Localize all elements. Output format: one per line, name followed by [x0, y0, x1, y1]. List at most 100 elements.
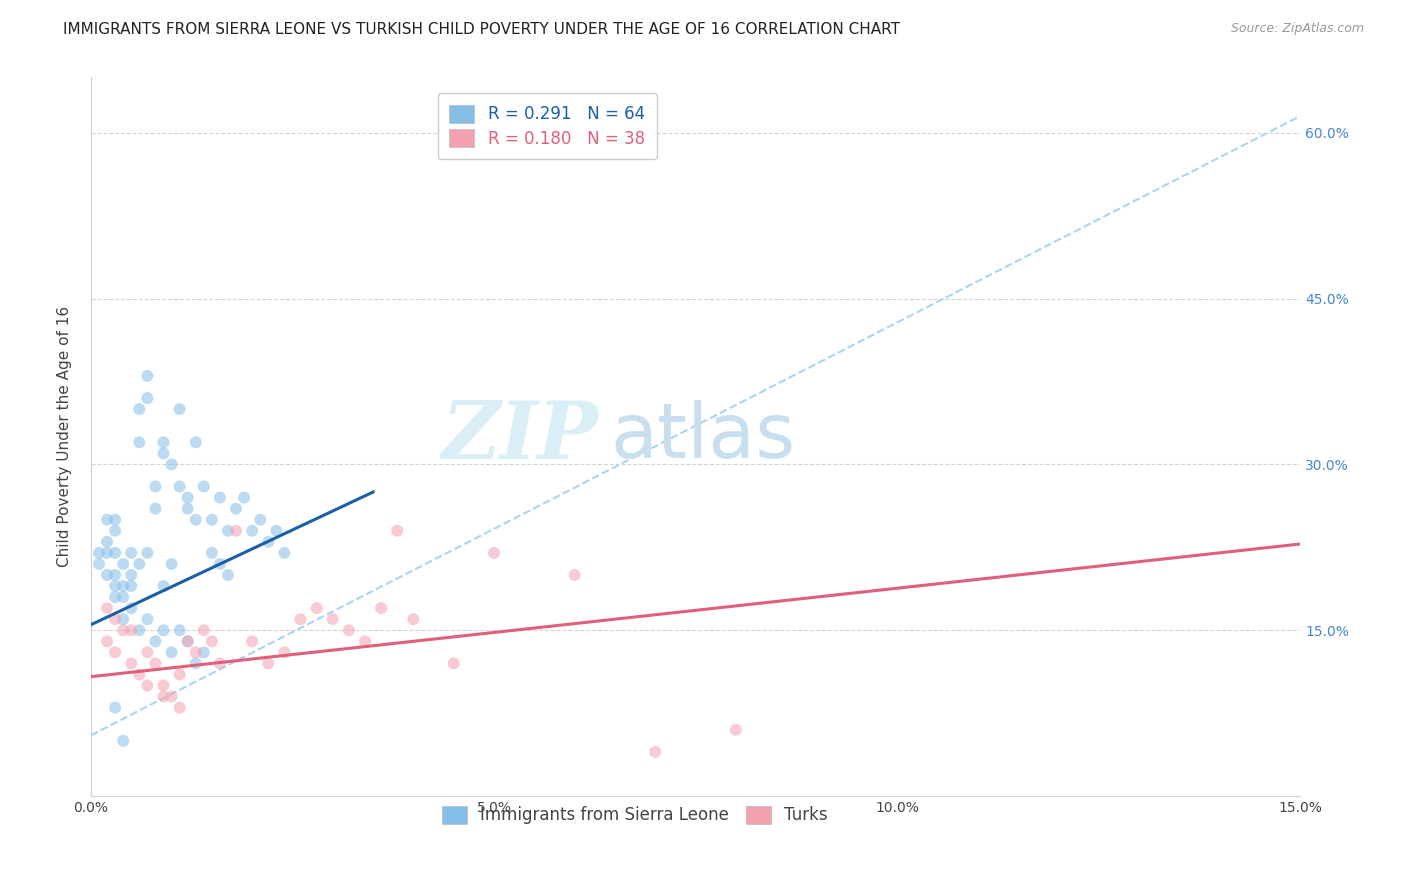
Point — [193, 645, 215, 659]
Point — [176, 634, 198, 648]
Point — [644, 745, 666, 759]
Point — [160, 458, 183, 472]
Point — [724, 723, 747, 737]
Point — [176, 634, 198, 648]
Point — [402, 612, 425, 626]
Point — [112, 557, 135, 571]
Point — [169, 479, 191, 493]
Point — [136, 391, 159, 405]
Point — [225, 524, 247, 538]
Point — [176, 491, 198, 505]
Legend: Immigrants from Sierra Leone, Turks: Immigrants from Sierra Leone, Turks — [432, 796, 838, 835]
Point — [208, 657, 231, 671]
Text: Source: ZipAtlas.com: Source: ZipAtlas.com — [1230, 22, 1364, 36]
Point — [120, 601, 142, 615]
Point — [112, 612, 135, 626]
Point — [201, 634, 224, 648]
Point — [104, 579, 127, 593]
Point — [87, 557, 110, 571]
Point — [96, 634, 118, 648]
Point — [387, 524, 409, 538]
Point — [104, 590, 127, 604]
Point — [257, 657, 280, 671]
Point — [104, 612, 127, 626]
Point — [96, 601, 118, 615]
Point — [145, 634, 167, 648]
Point — [266, 524, 288, 538]
Point — [184, 657, 207, 671]
Point — [136, 612, 159, 626]
Point — [305, 601, 328, 615]
Point — [96, 534, 118, 549]
Point — [160, 690, 183, 704]
Point — [136, 679, 159, 693]
Point — [136, 368, 159, 383]
Point — [225, 501, 247, 516]
Point — [96, 513, 118, 527]
Point — [193, 624, 215, 638]
Point — [104, 700, 127, 714]
Point — [152, 679, 174, 693]
Point — [152, 435, 174, 450]
Text: atlas: atlas — [610, 400, 796, 474]
Point — [482, 546, 505, 560]
Point — [152, 690, 174, 704]
Point — [152, 579, 174, 593]
Point — [87, 546, 110, 560]
Point — [337, 624, 360, 638]
Point — [176, 501, 198, 516]
Point — [290, 612, 312, 626]
Point — [233, 491, 256, 505]
Point — [160, 557, 183, 571]
Point — [96, 568, 118, 582]
Point — [169, 624, 191, 638]
Point — [120, 657, 142, 671]
Point — [152, 446, 174, 460]
Point — [217, 524, 239, 538]
Point — [145, 657, 167, 671]
Point — [443, 657, 465, 671]
Point — [120, 546, 142, 560]
Point — [160, 645, 183, 659]
Point — [104, 524, 127, 538]
Point — [128, 557, 150, 571]
Point — [208, 557, 231, 571]
Text: ZIP: ZIP — [441, 398, 599, 475]
Point — [249, 513, 271, 527]
Y-axis label: Child Poverty Under the Age of 16: Child Poverty Under the Age of 16 — [58, 306, 72, 567]
Point — [112, 734, 135, 748]
Point — [104, 546, 127, 560]
Point — [128, 435, 150, 450]
Point — [104, 513, 127, 527]
Point — [128, 624, 150, 638]
Point — [201, 546, 224, 560]
Point — [240, 634, 263, 648]
Point — [184, 513, 207, 527]
Point — [128, 402, 150, 417]
Point — [564, 568, 586, 582]
Point — [152, 624, 174, 638]
Point — [96, 546, 118, 560]
Point — [145, 501, 167, 516]
Point — [120, 624, 142, 638]
Point — [136, 546, 159, 560]
Point — [120, 579, 142, 593]
Point — [217, 568, 239, 582]
Point — [169, 667, 191, 681]
Point — [104, 645, 127, 659]
Point — [370, 601, 392, 615]
Point — [112, 624, 135, 638]
Point — [184, 435, 207, 450]
Point — [184, 645, 207, 659]
Point — [273, 546, 295, 560]
Point — [354, 634, 377, 648]
Point — [169, 700, 191, 714]
Point — [193, 479, 215, 493]
Point — [208, 491, 231, 505]
Point — [128, 667, 150, 681]
Point — [112, 579, 135, 593]
Point — [169, 402, 191, 417]
Point — [273, 645, 295, 659]
Point — [104, 568, 127, 582]
Point — [201, 513, 224, 527]
